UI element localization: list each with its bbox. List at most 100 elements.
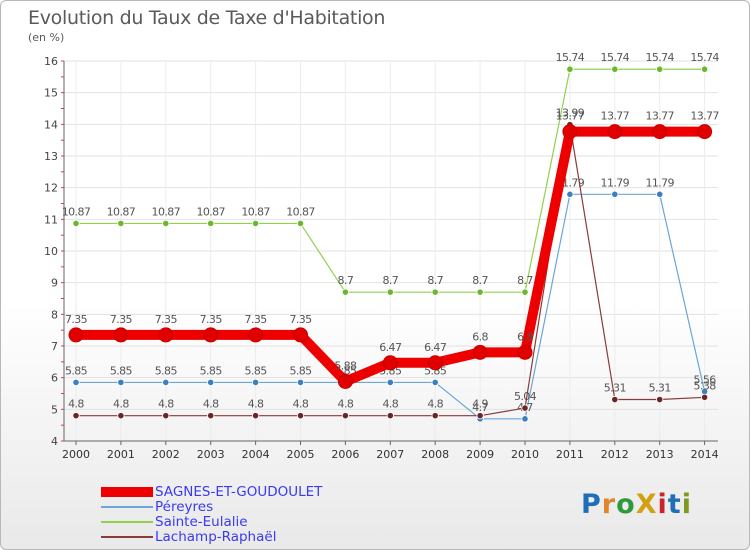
data-label: 7.35: [65, 313, 88, 326]
data-label: 5.85: [110, 364, 133, 377]
y-tick-label: 10: [44, 245, 58, 258]
x-tick-label: 2014: [691, 448, 719, 461]
data-point: [386, 378, 394, 387]
y-tick-label: 6: [51, 372, 58, 385]
series-2: 10.87 10.87 10.87 10.87 10.87 10.87 8.7 8.7 8.7 8…: [62, 51, 720, 296]
data-label: 15.74: [645, 51, 674, 64]
data-label: 8.7: [338, 274, 354, 287]
data-point: [252, 378, 260, 387]
legend-swatch: [101, 536, 153, 538]
data-point: [117, 378, 125, 387]
data-label: 5.85: [200, 364, 223, 377]
data-label: 6.47: [424, 341, 447, 354]
legend-label: Sainte-Eulalie: [155, 514, 248, 530]
y-tick-label: 8: [51, 308, 58, 321]
legend-swatch: [101, 506, 153, 508]
data-label: 5.31: [649, 382, 671, 395]
data-label: 15.74: [601, 51, 630, 64]
data-label: 11.79: [645, 176, 674, 189]
data-label: 5.38: [694, 379, 717, 392]
data-label: 4.8: [113, 398, 129, 411]
logo-letter: r: [601, 489, 617, 520]
x-tick-label: 2012: [601, 448, 629, 461]
proxiti-logo: ProXiti: [581, 489, 692, 520]
data-point: [431, 288, 439, 296]
y-tick-label: 4: [51, 435, 58, 448]
data-point: [700, 393, 709, 401]
y-tick-label: 9: [51, 277, 58, 290]
series-3: 4.8 4.8 4.8 4.8 4.8 4.8 4.8 4.8 4.8 4.9 5.04 13.99 5…: [68, 107, 717, 420]
data-point: [607, 124, 623, 140]
y-tick-label: 14: [44, 118, 58, 131]
y-tick-label: 15: [44, 87, 58, 100]
data-point: [521, 404, 529, 412]
data-point: [386, 412, 394, 420]
data-point: [162, 412, 170, 420]
series-0: 7.35 7.35 7.35 7.35 7.35 7.35 5.88 6.47 6.47 6.8 6…: [65, 110, 720, 389]
data-label: 13.99: [556, 107, 585, 120]
data-point: [72, 412, 80, 420]
data-label: 8.7: [427, 274, 443, 287]
data-point: [341, 412, 349, 420]
data-point: [72, 219, 80, 228]
data-point: [293, 327, 308, 343]
data-label: 4.9: [472, 398, 488, 411]
data-label: 13.77: [601, 110, 630, 123]
x-tick-label: 2003: [197, 448, 225, 461]
y-tick-label: 11: [44, 213, 58, 226]
grid: [64, 60, 718, 442]
legend-label: SAGNES-ET-GOUDOULET: [155, 484, 323, 500]
data-label: 6.8: [517, 330, 533, 343]
logo-letter: i: [681, 489, 692, 520]
data-point: [252, 219, 260, 228]
data-point: [566, 190, 574, 198]
data-label: 5.85: [245, 364, 268, 377]
data-point: [427, 355, 443, 371]
data-point: [431, 378, 439, 387]
data-label: 4.8: [293, 398, 309, 411]
data-label: 5.56: [694, 374, 717, 387]
data-point: [296, 412, 305, 420]
x-tick-label: 2004: [242, 448, 270, 461]
data-point: [117, 219, 125, 228]
data-label: 7.35: [155, 313, 178, 326]
data-label: 5.85: [155, 364, 178, 377]
logo-letter: i: [657, 489, 668, 520]
data-point: [341, 288, 349, 296]
data-point: [248, 327, 264, 343]
data-label: 5.04: [514, 390, 537, 403]
data-point: [386, 288, 394, 296]
data-point: [521, 288, 529, 296]
data-label: 7.35: [110, 313, 133, 326]
x-tick-label: 2009: [466, 448, 494, 461]
x-tick-label: 2000: [62, 448, 90, 461]
data-point: [476, 412, 484, 420]
y-tick-label: 16: [44, 55, 58, 68]
data-label: 8.7: [472, 274, 488, 287]
data-label: 4.8: [382, 398, 398, 411]
data-point: [162, 378, 170, 387]
data-point: [476, 288, 484, 296]
data-point: [472, 344, 488, 360]
data-label: 4.8: [68, 398, 84, 411]
data-label: 4.8: [427, 398, 443, 411]
data-point: [521, 415, 529, 423]
data-label: 10.87: [62, 205, 91, 218]
data-label: 13.77: [690, 110, 719, 123]
data-label: 4.7: [472, 401, 488, 414]
data-label: 15.74: [556, 51, 585, 64]
data-label: 10.87: [196, 205, 225, 218]
data-point: [203, 327, 219, 343]
data-point: [611, 395, 619, 404]
data-label: 4.8: [203, 398, 219, 411]
x-tick-label: 2005: [287, 448, 315, 461]
data-point: [656, 190, 664, 198]
data-point: [207, 378, 215, 387]
data-label: 6.8: [472, 330, 488, 343]
data-point: [700, 65, 709, 73]
legend-label: Péreyres: [155, 499, 214, 515]
data-label: 5.85: [289, 364, 312, 377]
data-label: 4.8: [338, 398, 354, 411]
